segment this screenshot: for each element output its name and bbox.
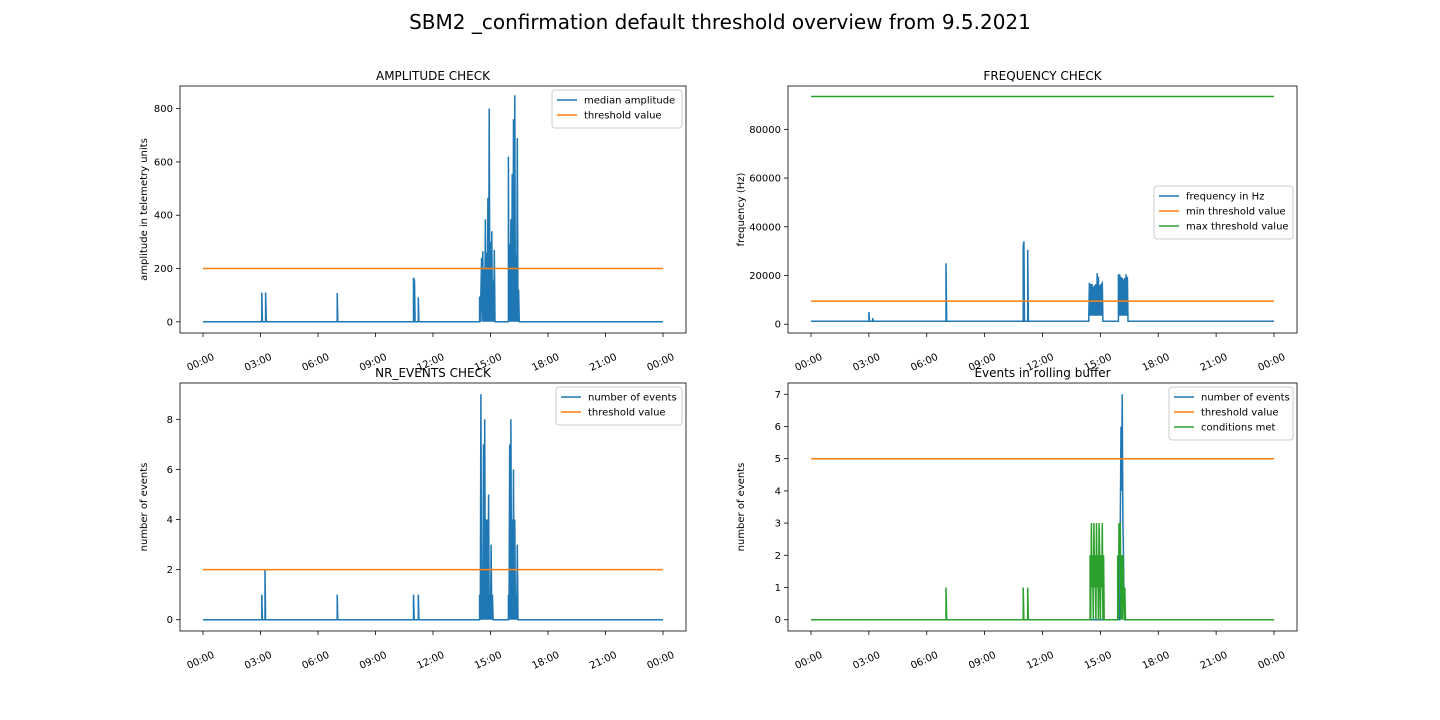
series-group: [203, 95, 663, 321]
series-line-1: [811, 241, 1274, 321]
x-tick-label: 03:00: [851, 352, 882, 374]
y-tick-label: 20000: [749, 271, 781, 282]
x-tick-label: 06:00: [909, 352, 940, 374]
x-tick-label: 03:00: [243, 650, 274, 672]
chart-panel-3: NR_EVENTS CHECK 0 2 4 6 8 00:00 03:00 06:00 09:00…: [139, 366, 686, 672]
y-tick-label: 1: [775, 583, 781, 594]
x-tick-label: 21:00: [588, 352, 619, 374]
y-tick-label: 8: [167, 415, 173, 426]
x-tick-label: 06:00: [300, 352, 331, 374]
y-axis-label: amplitude in telemetry units: [139, 138, 150, 281]
y-tick-label: 0: [167, 615, 173, 626]
legend-label-2: threshold value: [584, 111, 662, 122]
legend-label-2: min threshold value: [1186, 207, 1286, 218]
legend-label-3: max threshold value: [1186, 222, 1289, 233]
x-tick-label: 00:00: [185, 352, 216, 374]
x-tick-label: 03:00: [243, 352, 274, 374]
x-tick-label: 15:00: [473, 650, 504, 672]
x-tick-label: 18:00: [530, 352, 561, 374]
series-line-1: [203, 394, 663, 619]
y-tick-label: 2: [167, 565, 173, 576]
x-tick-label: 12:00: [415, 650, 446, 672]
y-tick-label: 6: [167, 465, 173, 476]
y-tick-label: 60000: [749, 174, 781, 185]
x-tick-label: 06:00: [909, 650, 940, 672]
y-axis-label: frequency (Hz): [736, 172, 747, 246]
x-tick-label: 12:00: [1025, 650, 1056, 672]
legend-label-3: conditions met: [1201, 423, 1276, 434]
x-tick-label: 03:00: [851, 650, 882, 672]
legend-label-1: number of events: [1201, 393, 1290, 404]
legend: number of events threshold value: [556, 387, 682, 425]
chart-title: NR_EVENTS CHECK: [375, 366, 492, 380]
y-tick-label: 5: [775, 454, 781, 465]
y-tick-label: 3: [775, 519, 781, 530]
legend-label-2: threshold value: [1201, 408, 1279, 419]
y-axis-label: number of events: [139, 463, 150, 552]
y-tick-label: 4: [775, 486, 781, 497]
x-tick-label: 18:00: [1141, 650, 1172, 672]
y-tick-label: 600: [154, 157, 173, 168]
legend-label-2: threshold value: [588, 408, 666, 419]
chart-panel-4: Events in rolling buffer 0 1 2 3 4 5 6 7 00:00 03:…: [736, 366, 1297, 672]
x-tick-label: 00:00: [1256, 352, 1287, 374]
y-tick-label: 7: [775, 390, 781, 401]
x-tick-label: 00:00: [645, 650, 676, 672]
y-tick-label: 4: [167, 515, 173, 526]
x-tick-label: 00:00: [793, 650, 824, 672]
x-tick-label: 00:00: [185, 650, 216, 672]
x-tick-label: 18:00: [530, 650, 561, 672]
x-tick-label: 15:00: [1083, 650, 1114, 672]
x-tick-label: 21:00: [588, 650, 619, 672]
y-tick-label: 0: [775, 615, 781, 626]
x-tick-label: 09:00: [967, 650, 998, 672]
series-line-3: [811, 523, 1274, 620]
y-tick-label: 2: [775, 551, 781, 562]
y-tick-label: 6: [775, 422, 781, 433]
chart-title: FREQUENCY CHECK: [983, 69, 1102, 83]
figure-suptitle: SBM2 _confirmation default threshold ove…: [409, 10, 1031, 34]
y-tick-label: 40000: [749, 222, 781, 233]
x-tick-label: 18:00: [1141, 352, 1172, 374]
legend: number of events threshold value condition…: [1169, 387, 1293, 440]
chart-title: Events in rolling buffer: [974, 366, 1110, 380]
y-axis-label: number of events: [736, 463, 747, 552]
y-tick-label: 200: [154, 264, 173, 275]
x-tick-label: 21:00: [1199, 650, 1230, 672]
y-tick-label: 800: [154, 104, 173, 115]
y-tick-label: 400: [154, 211, 173, 222]
chart-title: AMPLITUDE CHECK: [376, 69, 491, 83]
x-tick-label: 00:00: [1256, 650, 1287, 672]
x-tick-label: 09:00: [358, 650, 389, 672]
legend-label-1: number of events: [588, 393, 677, 404]
y-tick-label: 80000: [749, 125, 781, 136]
chart-panel-2: FREQUENCY CHECK 0 20000 40000 60000 80000 00:0…: [736, 69, 1297, 374]
chart-panel-1: AMPLITUDE CHECK 0 200 400 600 800 00:00 03:00 06…: [139, 69, 686, 374]
legend: median amplitude threshold value: [552, 90, 682, 128]
x-tick-label: 06:00: [300, 650, 331, 672]
x-tick-label: 00:00: [793, 352, 824, 374]
y-tick-label: 0: [167, 317, 173, 328]
legend: frequency in Hz min threshold value max th…: [1154, 186, 1293, 239]
legend-label-1: median amplitude: [584, 96, 675, 107]
legend-label-1: frequency in Hz: [1186, 192, 1264, 203]
series-line-1: [203, 95, 663, 321]
y-tick-label: 0: [775, 320, 781, 331]
x-tick-label: 00:00: [645, 352, 676, 374]
x-tick-label: 21:00: [1199, 352, 1230, 374]
series-group: [203, 394, 663, 619]
